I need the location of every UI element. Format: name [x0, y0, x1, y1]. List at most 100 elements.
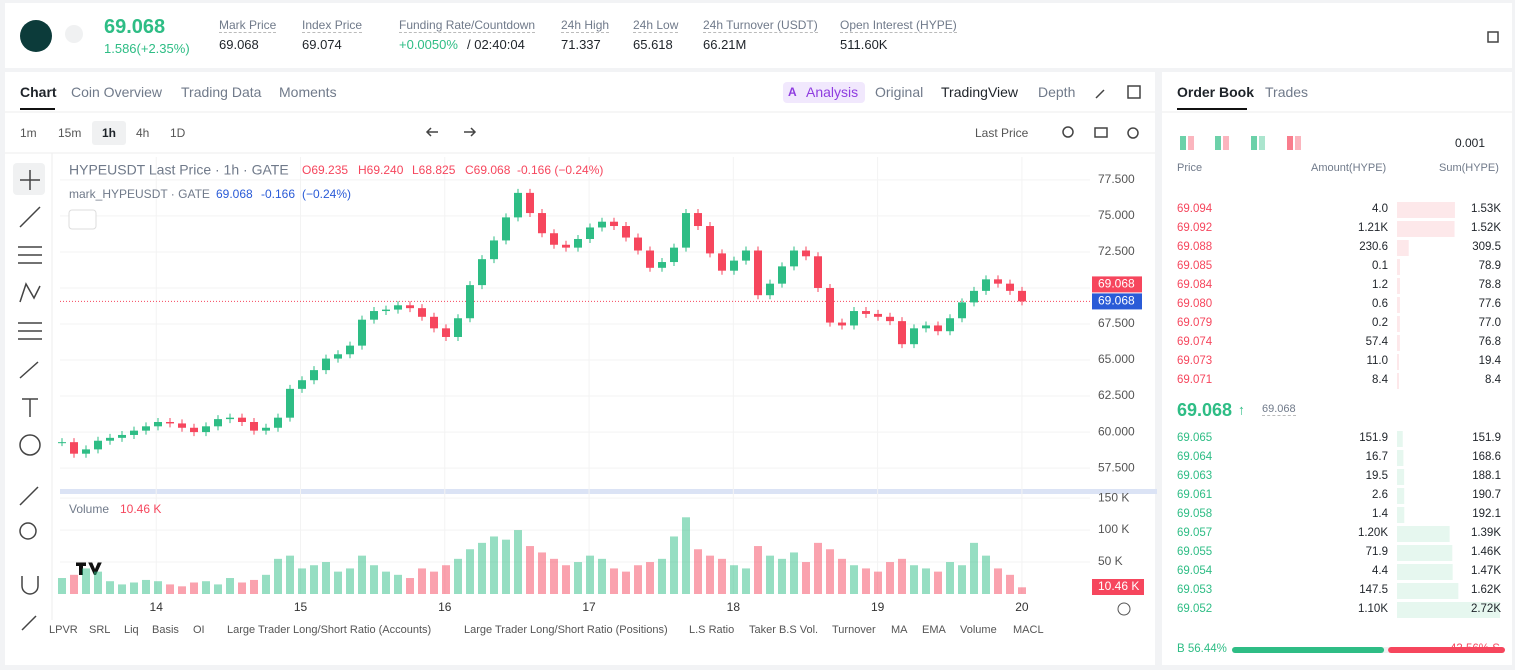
candle	[406, 305, 414, 309]
indicator[interactable]: EMA	[922, 624, 946, 636]
volume-bar	[814, 542, 822, 594]
indicator[interactable]: Large Trader Long/Short Ratio (Positions…	[464, 624, 668, 636]
indicator[interactable]: Liq	[124, 624, 139, 636]
candle	[238, 417, 246, 422]
depth-bar	[1397, 221, 1455, 237]
indicator[interactable]: MA	[891, 624, 908, 636]
volume-bar	[910, 565, 918, 594]
volume-bar	[382, 571, 390, 594]
volume-bar	[226, 578, 234, 594]
volume-bar	[622, 571, 630, 594]
y-tick-label: 72.500	[1098, 244, 1135, 258]
settings[interactable]	[1117, 602, 1131, 616]
volume-bar	[490, 536, 498, 594]
indicator[interactable]: SRL	[89, 624, 111, 636]
interval[interactable]: 4h	[136, 126, 150, 140]
view-tab[interactable]: Original	[875, 84, 924, 100]
volume-bar	[286, 555, 294, 594]
stat-label: 24h Turnover (USDT)	[703, 18, 818, 33]
mark-tag-bg	[1092, 293, 1142, 310]
view-tab[interactable]: Depth	[1038, 84, 1076, 100]
order-book-panel	[1162, 72, 1512, 665]
depth-bar	[1397, 316, 1400, 332]
ob-amount: 0.1	[1372, 260, 1388, 272]
layout-icon	[1295, 136, 1301, 150]
tab[interactable]: Trading Data	[181, 84, 262, 100]
candle	[502, 217, 510, 241]
volume-bar	[154, 581, 162, 594]
volume-bar	[466, 549, 474, 594]
ob-tab[interactable]: Order Book	[1177, 84, 1255, 100]
candle	[898, 321, 906, 345]
volume-bar	[70, 574, 78, 594]
indicator[interactable]: L.S Ratio	[689, 624, 735, 636]
ob-sum: 19.4	[1478, 355, 1501, 367]
stat-label: 24h Low	[633, 18, 679, 33]
indicator[interactable]: MACL	[1013, 624, 1044, 636]
depth-bar	[1397, 259, 1400, 275]
candle	[334, 354, 342, 359]
indicator[interactable]: LPVR	[49, 624, 78, 636]
volume-bar	[958, 565, 966, 594]
indicator[interactable]: Large Trader Long/Short Ratio (Accounts)	[227, 624, 432, 636]
indicator[interactable]: OI	[193, 624, 205, 636]
volume-bar	[598, 558, 606, 594]
price: 69.068	[104, 16, 166, 38]
candle	[94, 440, 102, 450]
ob-tab[interactable]: Trades	[1265, 84, 1309, 100]
header	[5, 3, 1512, 68]
depth-bar	[1397, 545, 1453, 561]
buy-bar	[1232, 647, 1385, 653]
volume-bar	[430, 571, 438, 594]
view-tab[interactable]: Analysis	[806, 84, 859, 100]
depth-bar	[1397, 354, 1399, 370]
volume-bar	[526, 546, 534, 594]
volume-bar	[130, 582, 138, 594]
candle	[970, 290, 978, 303]
volume-bar	[562, 565, 570, 594]
candle	[586, 227, 594, 239]
candle	[706, 226, 714, 254]
view-tab[interactable]: TradingView	[941, 84, 1019, 100]
tab[interactable]: Coin Overview	[71, 84, 163, 100]
ob-amount: 19.5	[1365, 470, 1388, 482]
volume-bar	[850, 565, 858, 594]
candle	[526, 192, 534, 214]
volume-bar	[106, 581, 114, 594]
ob-col: Amount(HYPE)	[1311, 162, 1387, 174]
volume-bar	[826, 549, 834, 594]
depth-bar	[1397, 469, 1405, 485]
interval[interactable]: 15m	[58, 126, 82, 140]
tool-active[interactable]	[13, 163, 45, 195]
y-tick-label: 77.500	[1098, 172, 1135, 186]
stat-value: 69.074	[302, 37, 342, 52]
volume-bar	[742, 568, 750, 594]
y-tick-label: 150 K	[1098, 490, 1129, 504]
indicator[interactable]: Volume	[960, 624, 997, 636]
tab[interactable]: Moments	[279, 84, 337, 100]
volume-bar	[1006, 574, 1014, 594]
toolbar-icons	[18, 31, 1499, 631]
tab[interactable]: Chart	[20, 84, 57, 100]
volume-bar	[178, 586, 186, 594]
interval[interactable]: 1h	[102, 126, 117, 140]
indicator[interactable]: Basis	[152, 624, 179, 636]
indicator[interactable]: Taker B.S Vol.	[749, 624, 819, 636]
stat-value: +0.0050%	[399, 37, 458, 52]
candle	[850, 311, 858, 326]
volume-bar	[802, 562, 810, 594]
candle	[298, 380, 306, 389]
interval[interactable]: 1D	[170, 126, 186, 140]
favorite[interactable]	[65, 25, 83, 43]
volume-bar	[874, 571, 882, 594]
indicator[interactable]: Turnover	[832, 624, 876, 636]
volume-bar	[478, 542, 486, 594]
interval[interactable]: 1m	[20, 126, 37, 140]
ob-amount: 230.6	[1359, 241, 1388, 253]
ob-amount: 16.7	[1365, 451, 1388, 463]
ob-amount: 4.0	[1372, 203, 1388, 215]
sell-bar	[1388, 647, 1505, 653]
price-source[interactable]: Last Price	[975, 126, 1029, 140]
ob-step[interactable]: 0.001	[1455, 136, 1486, 150]
